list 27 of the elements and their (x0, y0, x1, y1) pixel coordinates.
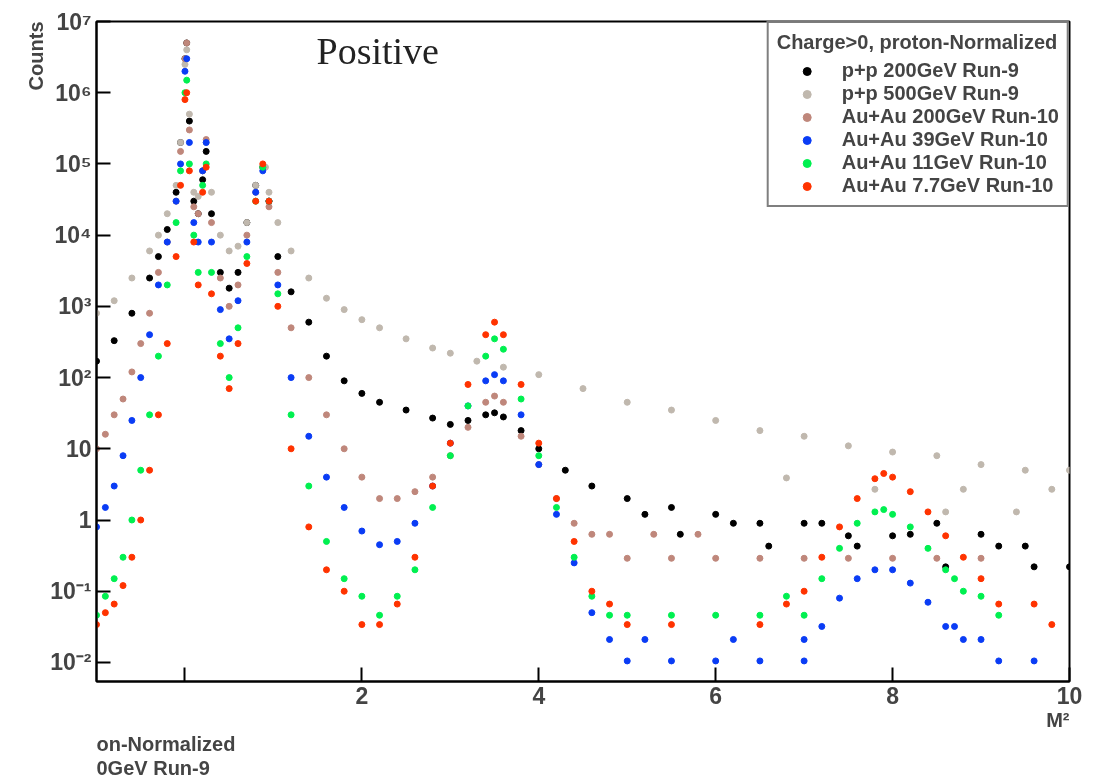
legend-title: Charge>0, proton-Normalized (776, 31, 1059, 54)
y-tick-label: 10⁵ (55, 150, 92, 177)
y-tick-label: 10⁴ (54, 222, 92, 249)
legend-label: p+p 200GeV Run-9 (841, 59, 1019, 82)
text: 0GeV Run-9 (96, 756, 210, 778)
x-tick-label: 2 (355, 682, 369, 709)
x-tick-label: 10 (1056, 682, 1083, 709)
y-tick-label: 10⁷ (56, 8, 92, 35)
x-tick-label: 8 (886, 682, 900, 709)
y-tick-label: 10² (58, 364, 92, 391)
y-tick-label: 10⁻² (50, 649, 92, 676)
x-tick-label: 6 (709, 682, 723, 709)
y-tick-label: 10⁶ (55, 79, 92, 106)
y-tick-label: 1 (78, 507, 92, 534)
y-axis-title: Counts (24, 21, 47, 91)
x-tick-label: 4 (532, 682, 546, 709)
legend-label: Au+Au 200GeV Run-10 (841, 105, 1059, 128)
y-tick-label: 10⁻¹ (50, 578, 92, 605)
text: on-Normalized (96, 732, 236, 755)
annotation: Positive (316, 29, 439, 72)
legend-label: Au+Au 11GeV Run-10 (841, 151, 1047, 174)
y-tick-label: 10³ (58, 293, 92, 320)
legend-label: Au+Au 39GeV Run-10 (841, 128, 1048, 151)
x-axis-title: M² (1046, 708, 1070, 731)
legend-label: Au+Au 7.7GeV Run-10 (841, 174, 1054, 197)
legend-label: p+p 500GeV Run-9 (841, 82, 1019, 105)
y-tick-label: 10 (65, 435, 92, 462)
